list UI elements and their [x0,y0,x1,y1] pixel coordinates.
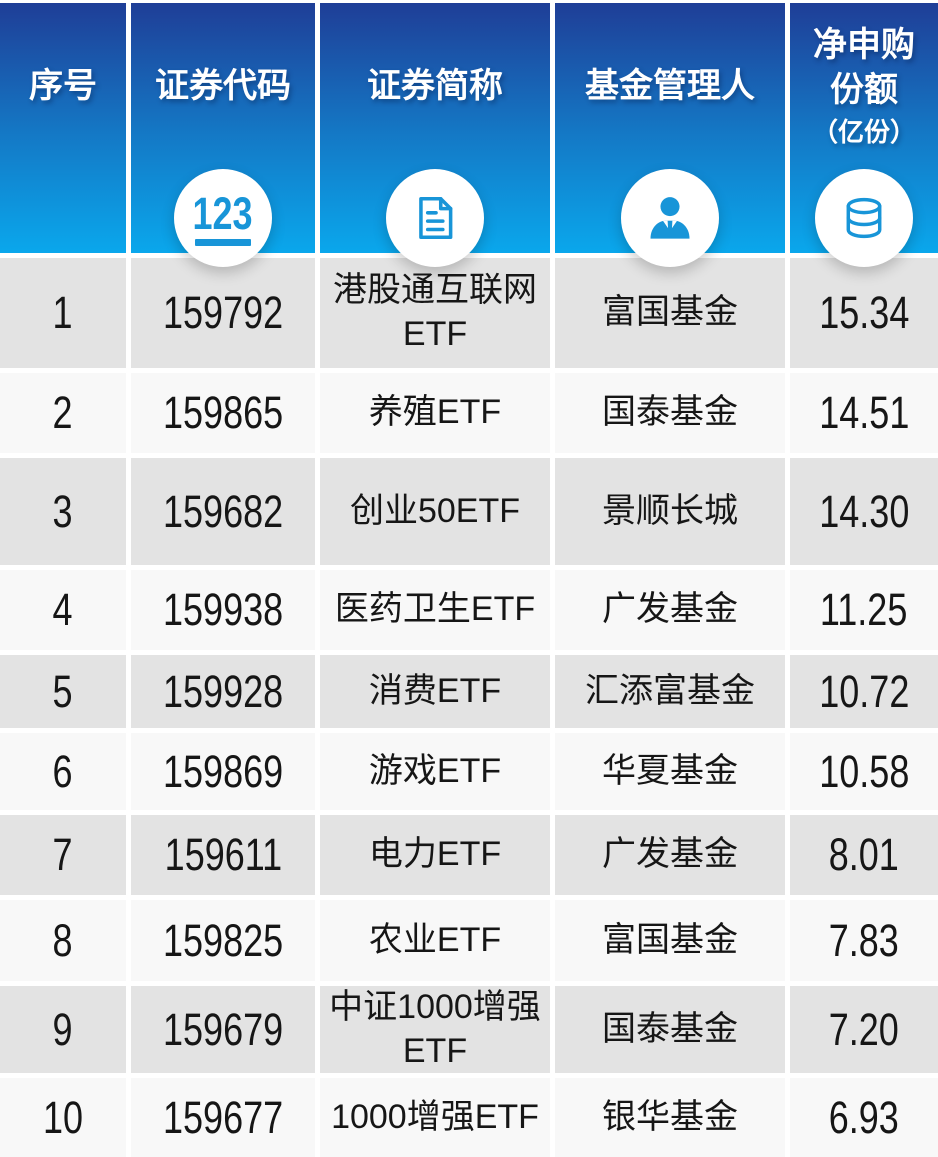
cell-code-row-4: 159938 [131,570,315,650]
cell-manager-row-10: 银华基金 [555,1078,785,1157]
header-label-manager: 基金管理人 [555,3,785,169]
cell-code-row-7: 159611 [131,815,315,895]
header-text: 证券简称 [367,66,503,105]
cell-value-row-10: 6.93 [790,1078,938,1157]
numbers-123-icon: 123 [185,191,260,246]
cell-code-row-8: 159825 [131,900,315,981]
header-label-no: 序号 [0,3,126,169]
header-cell-code: 证券代码 123 [131,3,315,267]
cell-value-row-7: 8.01 [790,815,938,895]
header-cell-manager: 基金管理人 [555,3,785,267]
header-text: 净申购份额 [813,25,915,109]
header-text: 序号 [29,66,97,105]
cell-code-row-3: 159682 [131,458,315,565]
database-icon [846,197,882,239]
underline-bar [195,238,251,246]
icon-circle: 123 [174,169,272,267]
cell-value-row-6: 10.58 [790,733,938,810]
cell-no-row-1: 1 [0,258,126,368]
cell-name-row-7: 电力ETF [320,815,550,895]
cell-name-row-5: 消费ETF [320,655,550,728]
header-cell-no: 序号 [0,3,126,253]
icon-circle [621,169,719,267]
header-cell-name: 证券简称 [320,3,550,267]
cell-no-row-2: 2 [0,373,126,453]
cell-value-row-8: 7.83 [790,900,938,981]
cell-no-row-10: 10 [0,1078,126,1157]
icon-circle [815,169,913,267]
cell-manager-row-9: 国泰基金 [555,986,785,1073]
header-label-code: 证券代码 [131,3,315,169]
cell-name-row-9: 中证1000增强 ETF [320,986,550,1073]
cell-value-row-4: 11.25 [790,570,938,650]
cell-no-row-8: 8 [0,900,126,981]
cell-no-row-7: 7 [0,815,126,895]
header-label-name: 证券简称 [320,3,550,169]
header-text: 证券代码 [155,66,291,105]
cell-code-row-5: 159928 [131,655,315,728]
cell-code-row-10: 159677 [131,1078,315,1157]
cell-code-row-6: 159869 [131,733,315,810]
cell-name-row-8: 农业ETF [320,900,550,981]
cell-no-row-3: 3 [0,458,126,565]
cell-value-row-5: 10.72 [790,655,938,728]
cell-name-row-10: 1000增强ETF [320,1078,550,1157]
document-icon [419,196,453,240]
cell-name-row-6: 游戏ETF [320,733,550,810]
header-label-value: 净申购份额 （亿份） [790,3,938,169]
cell-code-row-2: 159865 [131,373,315,453]
cell-manager-row-7: 广发基金 [555,815,785,895]
cell-value-row-3: 14.30 [790,458,938,565]
cell-no-row-4: 4 [0,570,126,650]
cell-manager-row-5: 汇添富基金 [555,655,785,728]
icon-circle [386,169,484,267]
cell-value-row-2: 14.51 [790,373,938,453]
header-subtext: （亿份） [811,116,916,147]
cell-no-row-5: 5 [0,655,126,728]
cell-manager-row-6: 华夏基金 [555,733,785,810]
person-icon [650,197,690,239]
cell-no-row-9: 9 [0,986,126,1073]
cell-manager-row-2: 国泰基金 [555,373,785,453]
cell-manager-row-4: 广发基金 [555,570,785,650]
cell-code-row-9: 159679 [131,986,315,1073]
header-cell-value: 净申购份额 （亿份） [790,3,938,267]
cell-no-row-6: 6 [0,733,126,810]
cell-name-row-1: 港股通互联网 ETF [320,258,550,368]
cell-manager-row-8: 富国基金 [555,900,785,981]
cell-value-row-9: 7.20 [790,986,938,1073]
cell-manager-row-1: 富国基金 [555,258,785,368]
cell-value-row-1: 15.34 [790,258,938,368]
cell-name-row-4: 医药卫生ETF [320,570,550,650]
header-text: 基金管理人 [585,66,755,105]
cell-name-row-3: 创业50ETF [320,458,550,565]
cell-manager-row-3: 景顺长城 [555,458,785,565]
cell-code-row-1: 159792 [131,258,315,368]
cell-name-row-2: 养殖ETF [320,373,550,453]
